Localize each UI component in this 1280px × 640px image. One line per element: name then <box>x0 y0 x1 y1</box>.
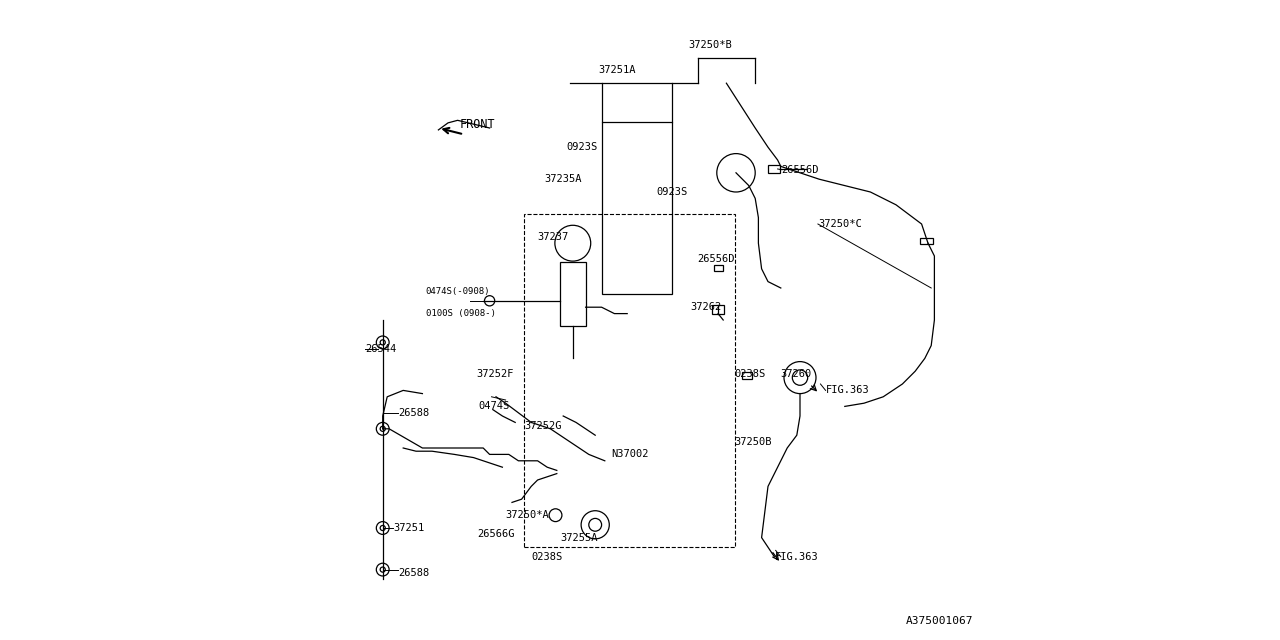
Text: FIG.363: FIG.363 <box>774 552 818 562</box>
Text: 37250*C: 37250*C <box>818 219 861 229</box>
Text: 37250*B: 37250*B <box>689 40 732 50</box>
Bar <box>602 122 672 294</box>
Text: 37251: 37251 <box>394 523 425 533</box>
Text: 37260: 37260 <box>781 369 812 380</box>
Text: FRONT: FRONT <box>460 118 495 131</box>
Text: 37252G: 37252G <box>525 420 562 431</box>
Bar <box>561 262 586 326</box>
Text: 0238S: 0238S <box>531 552 562 562</box>
Text: 37235A: 37235A <box>544 174 581 184</box>
Text: 26588: 26588 <box>399 568 430 578</box>
Text: 37250*A: 37250*A <box>506 510 549 520</box>
Bar <box>920 238 933 244</box>
Bar <box>742 372 753 379</box>
Text: 0238S: 0238S <box>735 369 765 380</box>
Text: 26556D: 26556D <box>781 164 818 175</box>
Text: 0923S: 0923S <box>566 142 598 152</box>
Text: 37252F: 37252F <box>477 369 515 380</box>
Text: 0923S: 0923S <box>657 187 687 197</box>
Text: 0474S(-0908): 0474S(-0908) <box>425 287 490 296</box>
Text: A375001067: A375001067 <box>906 616 973 626</box>
Bar <box>714 265 723 271</box>
Text: 26566G: 26566G <box>477 529 515 540</box>
Text: 37250B: 37250B <box>735 436 772 447</box>
Text: 37255A: 37255A <box>561 532 598 543</box>
Text: 0100S (0908-): 0100S (0908-) <box>425 309 495 318</box>
Text: FIG.363: FIG.363 <box>826 385 869 396</box>
Text: 26556D: 26556D <box>698 254 735 264</box>
Bar <box>524 214 735 547</box>
Text: 26544: 26544 <box>365 344 396 354</box>
Bar <box>768 165 780 173</box>
Bar <box>712 305 724 314</box>
Text: 26588: 26588 <box>399 408 430 418</box>
Text: 37251A: 37251A <box>599 65 636 76</box>
Text: 0474S: 0474S <box>479 401 509 412</box>
Text: N37002: N37002 <box>612 449 649 460</box>
Text: 37262: 37262 <box>690 302 721 312</box>
Text: 37237: 37237 <box>538 232 568 242</box>
